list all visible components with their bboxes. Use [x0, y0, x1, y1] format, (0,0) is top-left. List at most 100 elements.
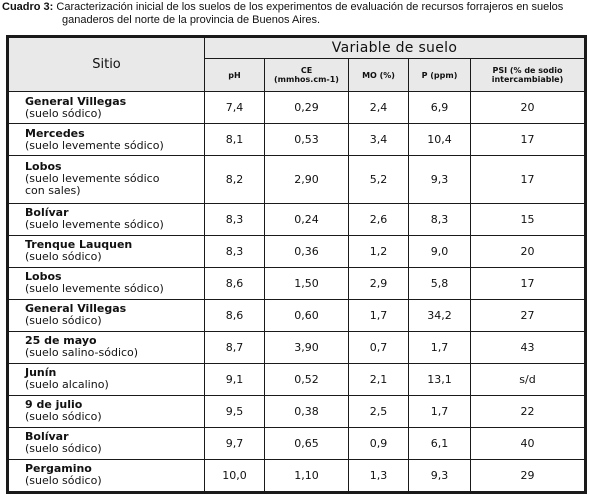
- soil-table: Sitio Variable de suelo pH CE (mmhos.cm-1)…: [8, 37, 585, 493]
- soil-variable-group-header: Variable de suelo: [204, 37, 585, 59]
- site-cell: 9 de julio (suelo sódico): [8, 394, 205, 428]
- site-name: General Villegas: [25, 94, 127, 108]
- table-row: 9 de julio (suelo sódico) 9,5 0,38 2,5 1,7 22: [8, 394, 585, 428]
- value-cell: 8,7: [204, 330, 265, 364]
- site-soil-description: (suelo levemente sódico: [25, 172, 160, 186]
- value-cell: 40: [470, 426, 585, 460]
- value-cell: 8,6: [204, 266, 265, 300]
- table-row: Lobos (suelo levemente sódico con sales) 8,…: [8, 155, 585, 204]
- site-name: General Villegas: [25, 302, 127, 316]
- site-soil-description: (suelo alcalino): [25, 378, 109, 392]
- site-name: 9 de julio: [25, 398, 83, 412]
- site-name: Lobos: [25, 270, 62, 284]
- value-cell: 17: [470, 266, 585, 300]
- value-cell: 20: [470, 234, 585, 268]
- value-cell: 0,29: [264, 90, 349, 125]
- variable-header: CE (mmhos.cm-1): [264, 58, 349, 92]
- value-cell: 9,1: [204, 362, 265, 396]
- site-name: Pergamino: [25, 462, 92, 476]
- value-cell: 2,1: [348, 362, 409, 396]
- site-name: Bolívar: [25, 430, 69, 444]
- value-cell: 0,9: [348, 426, 409, 460]
- table-row: 25 de mayo (suelo salino-sódico) 8,7 3,90 0,…: [8, 330, 585, 364]
- value-cell: 9,7: [204, 426, 265, 460]
- value-cell: 34,2: [408, 298, 471, 332]
- value-cell: 6,9: [408, 90, 471, 125]
- value-cell: 2,4: [348, 90, 409, 125]
- site-cell: Bolívar (suelo sódico): [8, 426, 205, 460]
- table-row: Lobos (suelo levemente sódico) 8,6 1,50 2,9 5…: [8, 266, 585, 300]
- value-cell: 22: [470, 394, 585, 428]
- site-cell: Trenque Lauquen (suelo sódico): [8, 234, 205, 268]
- value-cell: 9,5: [204, 394, 265, 428]
- value-cell: 8,2: [204, 155, 265, 204]
- site-cell: Lobos (suelo levemente sódico): [8, 266, 205, 300]
- value-cell: 0,53: [264, 123, 349, 157]
- table-row: Pergamino (suelo sódico) 10,0 1,10 1,3 9,3 29: [8, 458, 585, 493]
- site-cell: Lobos (suelo levemente sódico con sales): [8, 155, 205, 204]
- variable-header-line2: intercambiable): [491, 75, 564, 84]
- site-cell: Mercedes (suelo levemente sódico): [8, 123, 205, 157]
- variable-header: pH: [204, 58, 265, 92]
- value-cell: 10,4: [408, 123, 471, 157]
- value-cell: 1,7: [408, 330, 471, 364]
- value-cell: 0,65: [264, 426, 349, 460]
- caption-label: Cuadro 3:: [2, 1, 54, 13]
- value-cell: 5,2: [348, 155, 409, 204]
- caption-text-line2: ganaderos del norte de la provincia de B…: [62, 14, 321, 26]
- table-row: General Villegas (suelo sódico) 7,4 0,29 2,4…: [8, 90, 585, 125]
- value-cell: 20: [470, 90, 585, 125]
- site-name: Mercedes: [25, 126, 85, 140]
- variable-header: PSI (% de sodio intercambiable): [470, 58, 585, 92]
- variable-header-line1: P (ppm): [421, 70, 458, 80]
- value-cell: 1,2: [348, 234, 409, 268]
- value-cell: 5,8: [408, 266, 471, 300]
- site-soil-description: (suelo sódico): [25, 106, 102, 120]
- value-cell: 8,3: [204, 202, 265, 236]
- site-soil-description: (suelo sódico): [25, 474, 102, 488]
- table-row: General Villegas (suelo sódico) 8,6 0,60 1,7…: [8, 298, 585, 332]
- value-cell: 0,7: [348, 330, 409, 364]
- site-cell: Junín (suelo alcalino): [8, 362, 205, 396]
- value-cell: 3,90: [264, 330, 349, 364]
- caption-text-line1: Caracterización inicial de los suelos de…: [56, 1, 564, 13]
- table-row: Bolívar (suelo levemente sódico) 8,3 0,24 2,…: [8, 202, 585, 236]
- variable-header: MO (%): [348, 58, 409, 92]
- value-cell: 1,3: [348, 458, 409, 493]
- value-cell: 6,1: [408, 426, 471, 460]
- value-cell: 8,6: [204, 298, 265, 332]
- site-name: Trenque Lauquen: [25, 238, 133, 252]
- value-cell: 9,0: [408, 234, 471, 268]
- site-name: Bolívar: [25, 206, 69, 220]
- site-cell: Bolívar (suelo levemente sódico): [8, 202, 205, 236]
- variable-header-line1: MO (%): [362, 70, 395, 80]
- site-soil-description: (suelo sódico): [25, 410, 102, 424]
- value-cell: 3,4: [348, 123, 409, 157]
- value-cell: 8,1: [204, 123, 265, 157]
- value-cell: 1,7: [408, 394, 471, 428]
- site-cell: General Villegas (suelo sódico): [8, 90, 205, 125]
- site-soil-description: (suelo salino-sódico): [25, 346, 139, 360]
- site-soil-description: (suelo sódico): [25, 250, 102, 264]
- value-cell: 10,0: [204, 458, 265, 493]
- value-cell: 43: [470, 330, 585, 364]
- site-soil-description: (suelo levemente sódico): [25, 138, 164, 152]
- value-cell: 0,24: [264, 202, 349, 236]
- site-name: Lobos: [25, 160, 62, 174]
- site-cell: General Villegas (suelo sódico): [8, 298, 205, 332]
- variable-header: P (ppm): [408, 58, 471, 92]
- value-cell: 2,9: [348, 266, 409, 300]
- value-cell: 27: [470, 298, 585, 332]
- value-cell: 2,90: [264, 155, 349, 204]
- value-cell: 0,60: [264, 298, 349, 332]
- value-cell: 15: [470, 202, 585, 236]
- soil-table-frame: Sitio Variable de suelo pH CE (mmhos.cm-1)…: [6, 35, 587, 494]
- site-name: 25 de mayo: [25, 334, 97, 348]
- value-cell: 8,3: [204, 234, 265, 268]
- table-caption: Cuadro 3: Caracterización inicial de los…: [2, 1, 588, 27]
- value-cell: 1,50: [264, 266, 349, 300]
- value-cell: 1,7: [348, 298, 409, 332]
- value-cell: 29: [470, 458, 585, 493]
- value-cell: 9,3: [408, 155, 471, 204]
- table-row: Bolívar (suelo sódico) 9,7 0,65 0,9 6,1 40: [8, 426, 585, 460]
